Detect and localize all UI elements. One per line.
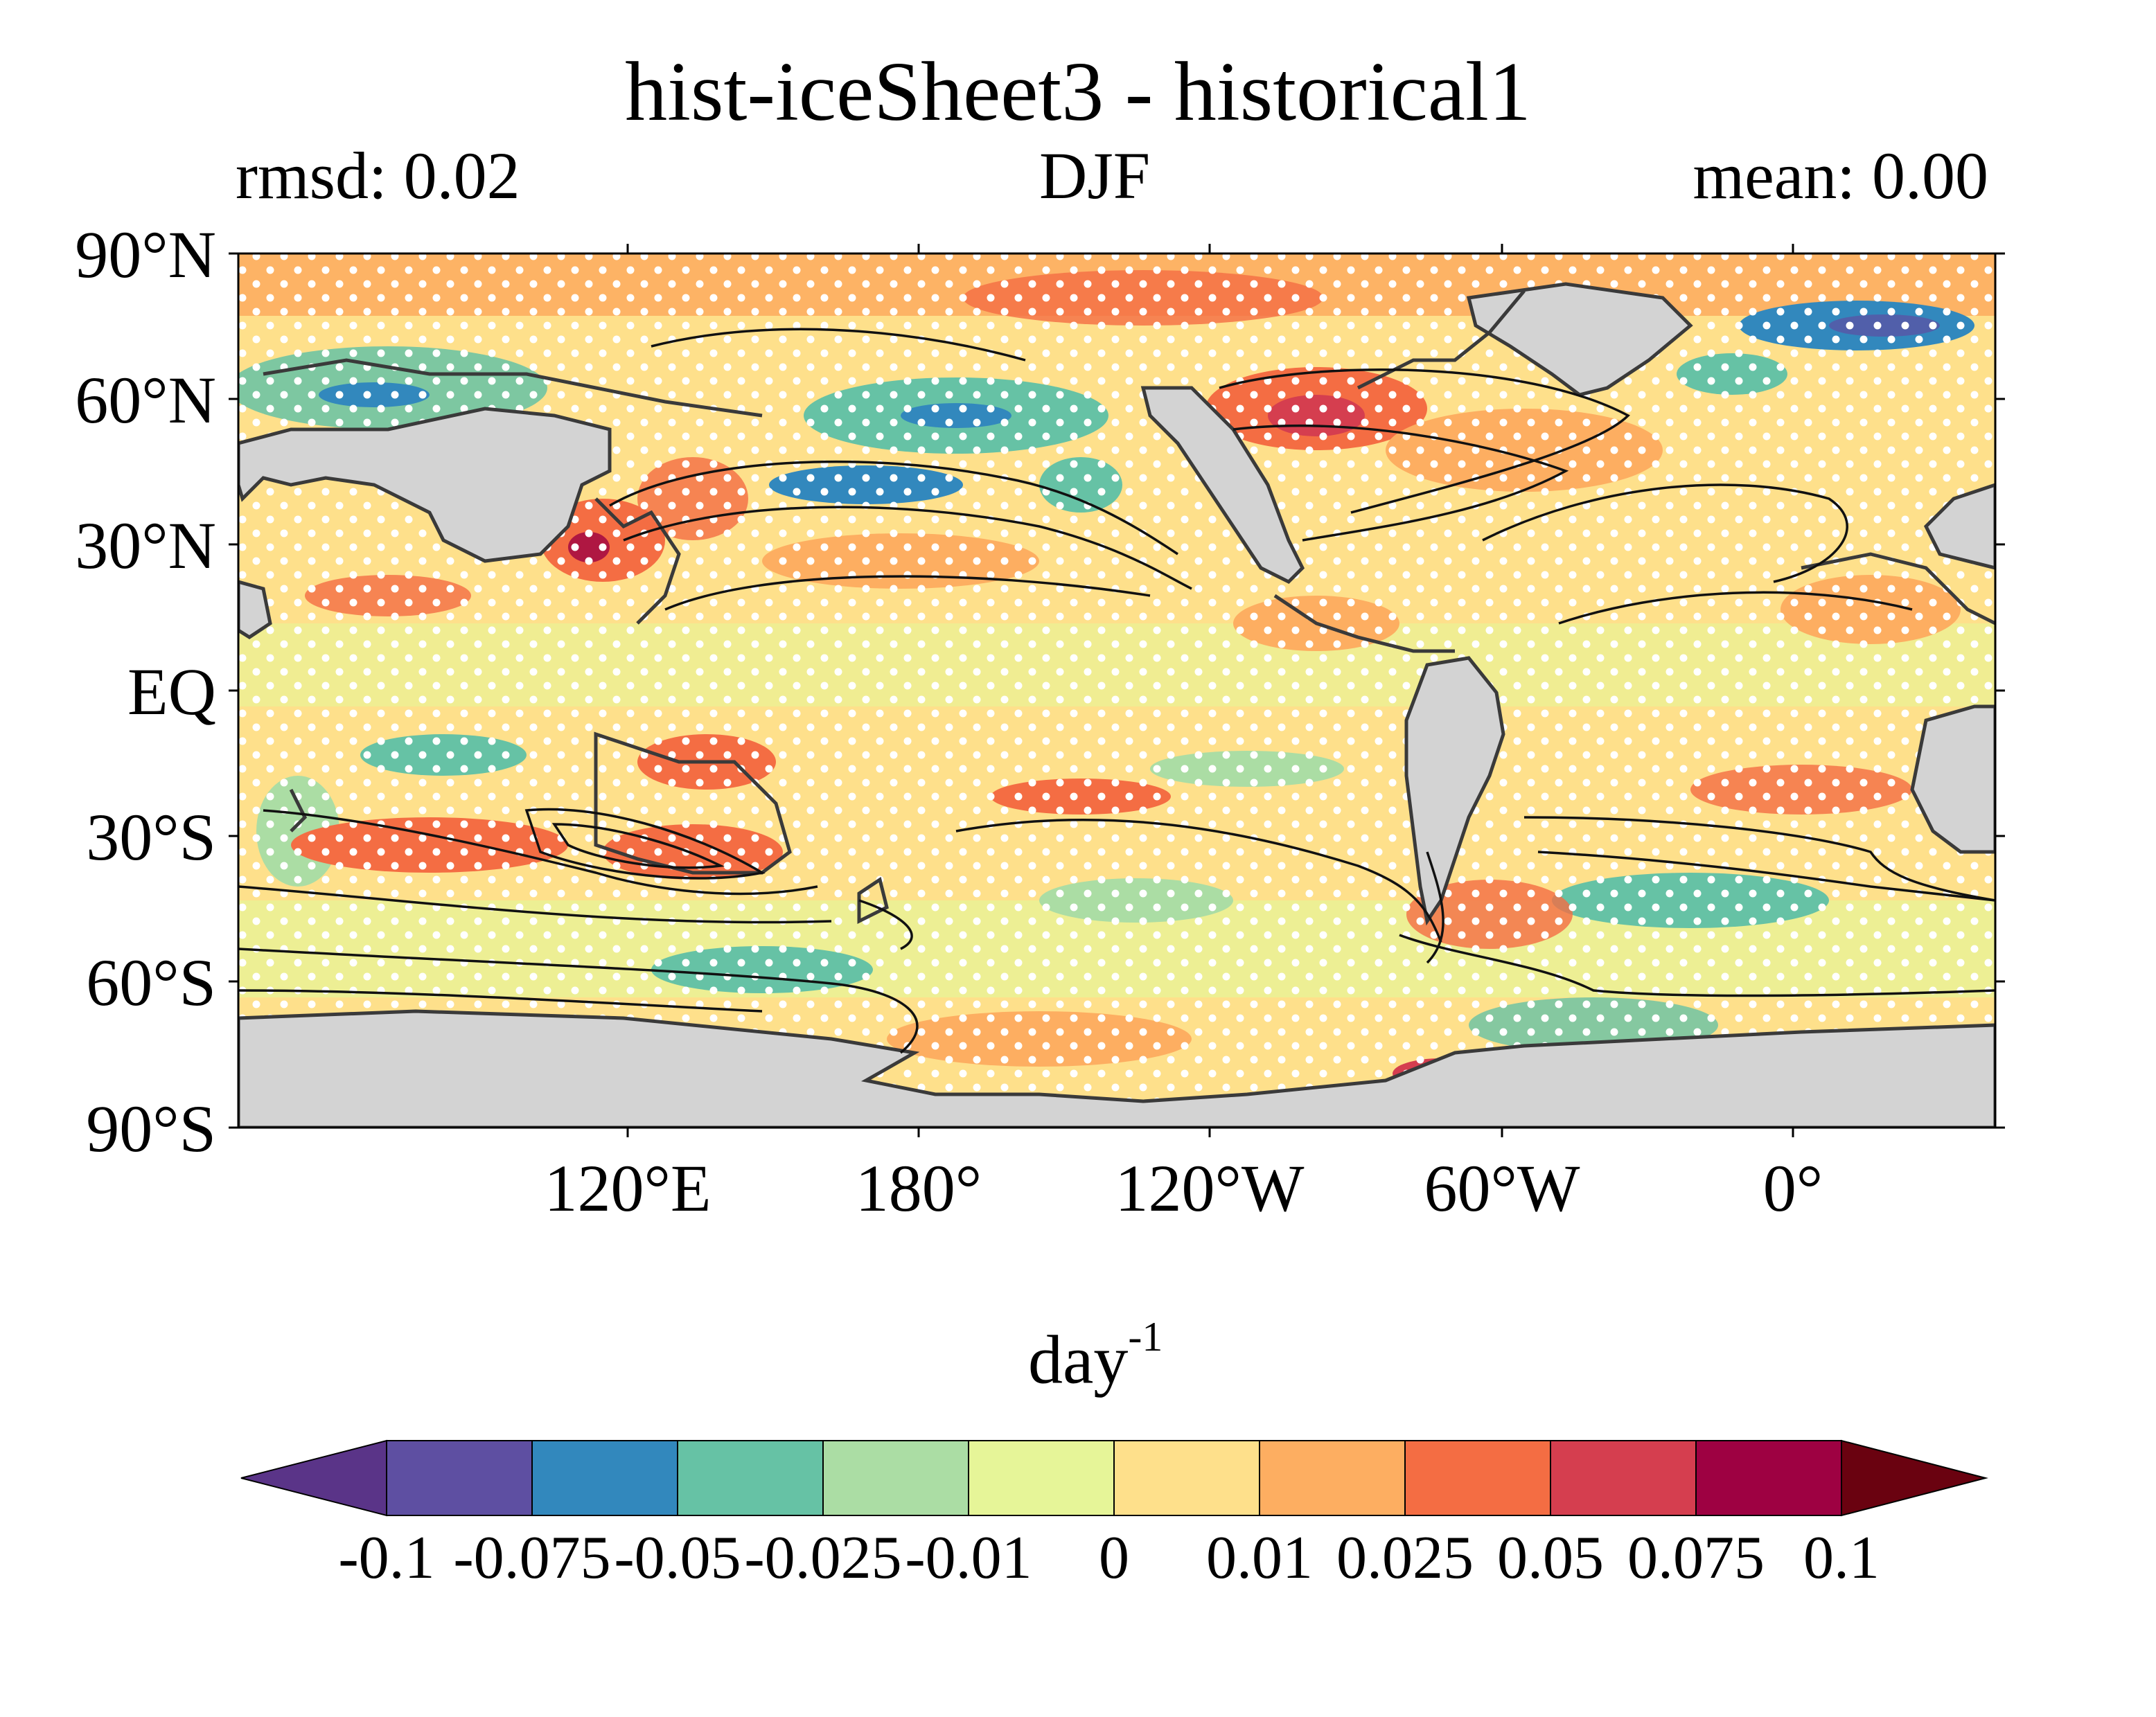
lat-label-30s: 30°S [86, 800, 216, 874]
colorbar-segment [822, 1440, 969, 1516]
lat-label-60s: 60°S [86, 945, 216, 1020]
colorbar-extend-max [1841, 1439, 1988, 1517]
colorbar-segment [968, 1440, 1115, 1516]
lon-label-60w: 60°W [1424, 1151, 1580, 1225]
colorbar-extend-min [240, 1439, 387, 1517]
colorbar-segment [1404, 1440, 1551, 1516]
colorbar [240, 1439, 1988, 1517]
colorbar-tick-label: 0.05 [1497, 1524, 1604, 1592]
colorbar-segment [1695, 1440, 1842, 1516]
lon-label-120e: 120°E [544, 1151, 712, 1225]
lat-label-90s: 90°S [86, 1092, 216, 1166]
map-field [238, 253, 1995, 1128]
greenland-land [1466, 282, 1693, 397]
contour-lines [238, 328, 1995, 1054]
colorbar-unit-base: day [1028, 1321, 1129, 1398]
lon-label-0: 0° [1762, 1151, 1823, 1225]
colorbar-segment [1113, 1440, 1260, 1516]
season-label: DJF [1039, 139, 1151, 213]
europe-land [1923, 483, 1995, 570]
colorbar-tick-label: 0.1 [1803, 1524, 1880, 1592]
colorbar-tick-label: -0.01 [905, 1524, 1032, 1592]
colorbar-segment [531, 1440, 678, 1516]
colorbar-tick-label: 0.075 [1627, 1524, 1765, 1592]
lat-label-eq: EQ [127, 655, 216, 729]
colorbar-unit: day-1 [1028, 1316, 1163, 1394]
colorbar-tick-label: -0.05 [614, 1524, 741, 1592]
rmsd-label: rmsd: 0.02 [236, 139, 520, 213]
significance-stippling [238, 253, 1995, 1128]
colorbar-tick-label: -0.1 [338, 1524, 435, 1592]
colorbar-tick-label: 0.01 [1206, 1524, 1313, 1592]
colorbar-unit-exponent: -1 [1128, 1314, 1163, 1360]
lat-label-60n: 60°N [75, 363, 216, 437]
colorbar-tick-label: -0.075 [453, 1524, 611, 1592]
mean-label: mean: 0.00 [1693, 139, 1988, 213]
colorbar-tick-label: 0 [1099, 1524, 1129, 1592]
lat-label-90n: 90°N [75, 217, 216, 292]
colorbar-tick-label: -0.025 [744, 1524, 902, 1592]
coastlines [263, 290, 1995, 925]
india-land [238, 580, 272, 639]
colorbar-segment [677, 1440, 824, 1516]
colorbar-tick-label: 0.025 [1336, 1524, 1474, 1592]
colorbar-segment [1259, 1440, 1406, 1516]
lon-label-180: 180° [855, 1151, 982, 1225]
axis-ticks [229, 244, 2005, 1137]
antarctica-land [238, 1009, 1995, 1128]
colorbar-segment [1550, 1440, 1697, 1516]
land-masses [238, 282, 1995, 1128]
asia-land [238, 407, 612, 563]
lon-label-120w: 120°W [1115, 1151, 1305, 1225]
lat-label-30n: 30°N [75, 508, 216, 582]
chart-title: hist-iceSheet3 - historical1 [625, 45, 1531, 139]
africa-land [1910, 704, 1995, 854]
south-america-land [1404, 656, 1505, 926]
colorbar-segment [386, 1440, 533, 1516]
